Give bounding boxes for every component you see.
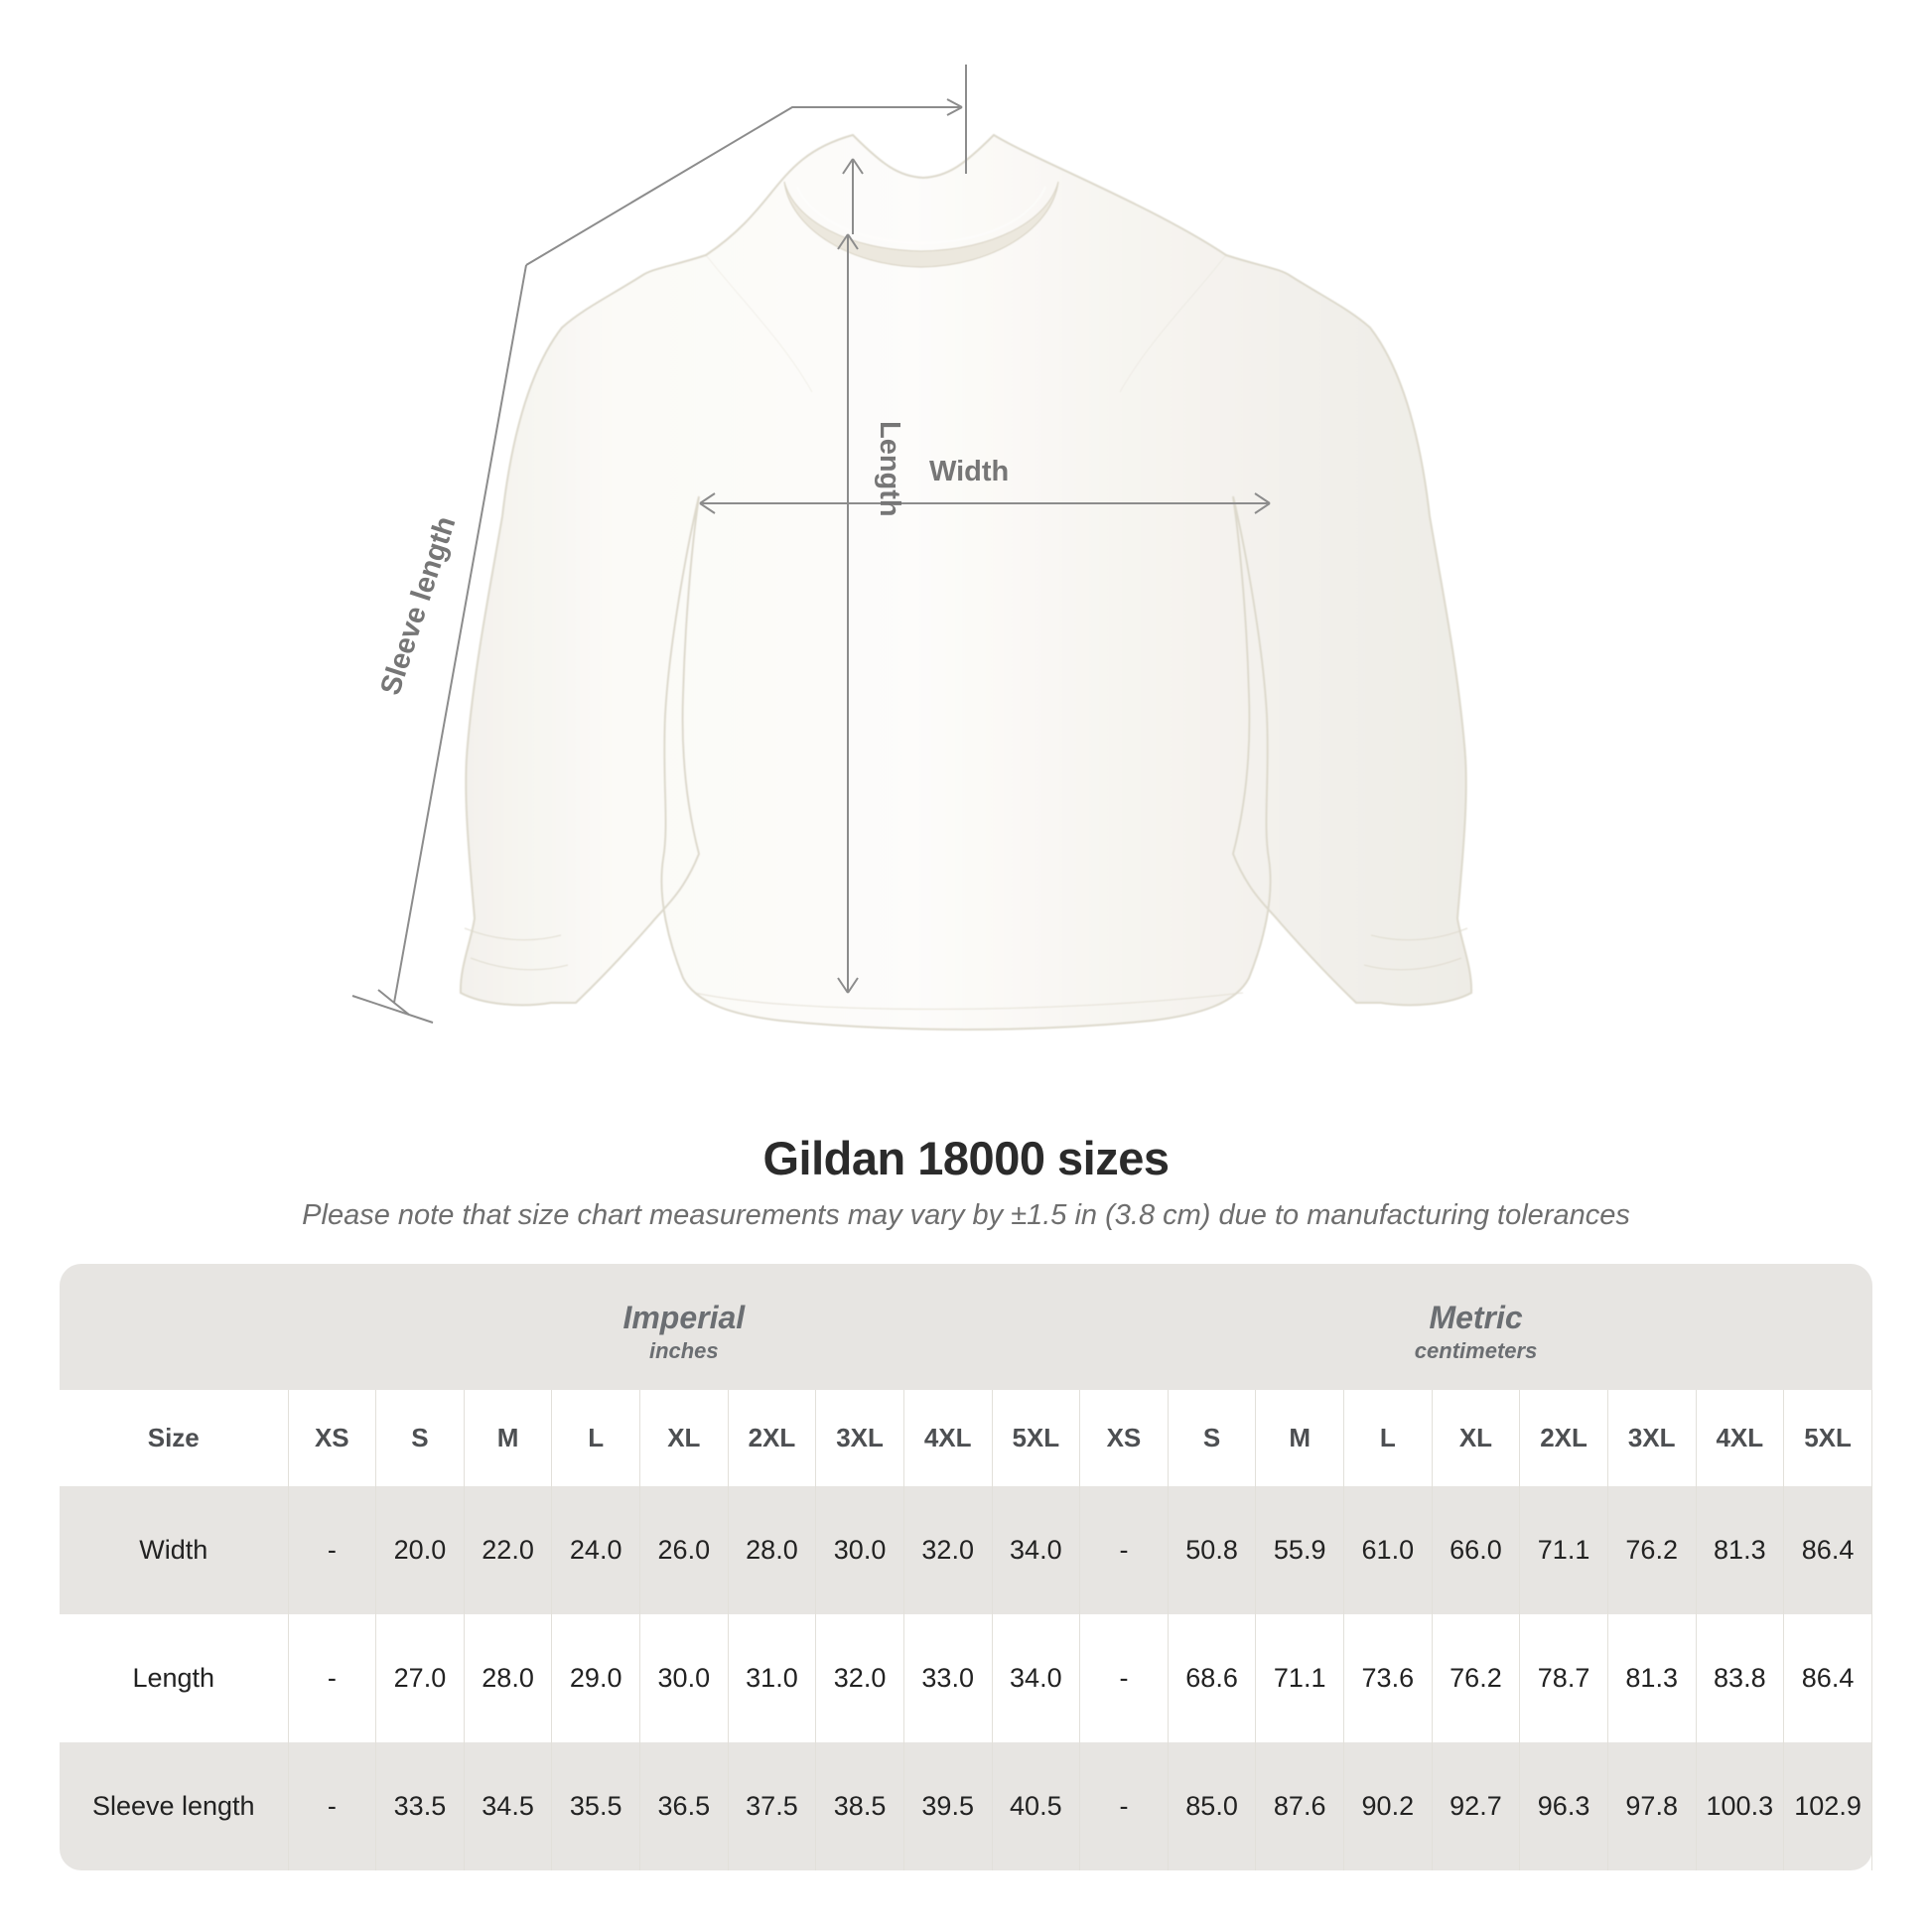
svg-text:Sleeve length: Sleeve length	[374, 512, 462, 699]
svg-text:Length: Length	[874, 421, 905, 517]
svg-text:Width: Width	[929, 456, 1009, 487]
